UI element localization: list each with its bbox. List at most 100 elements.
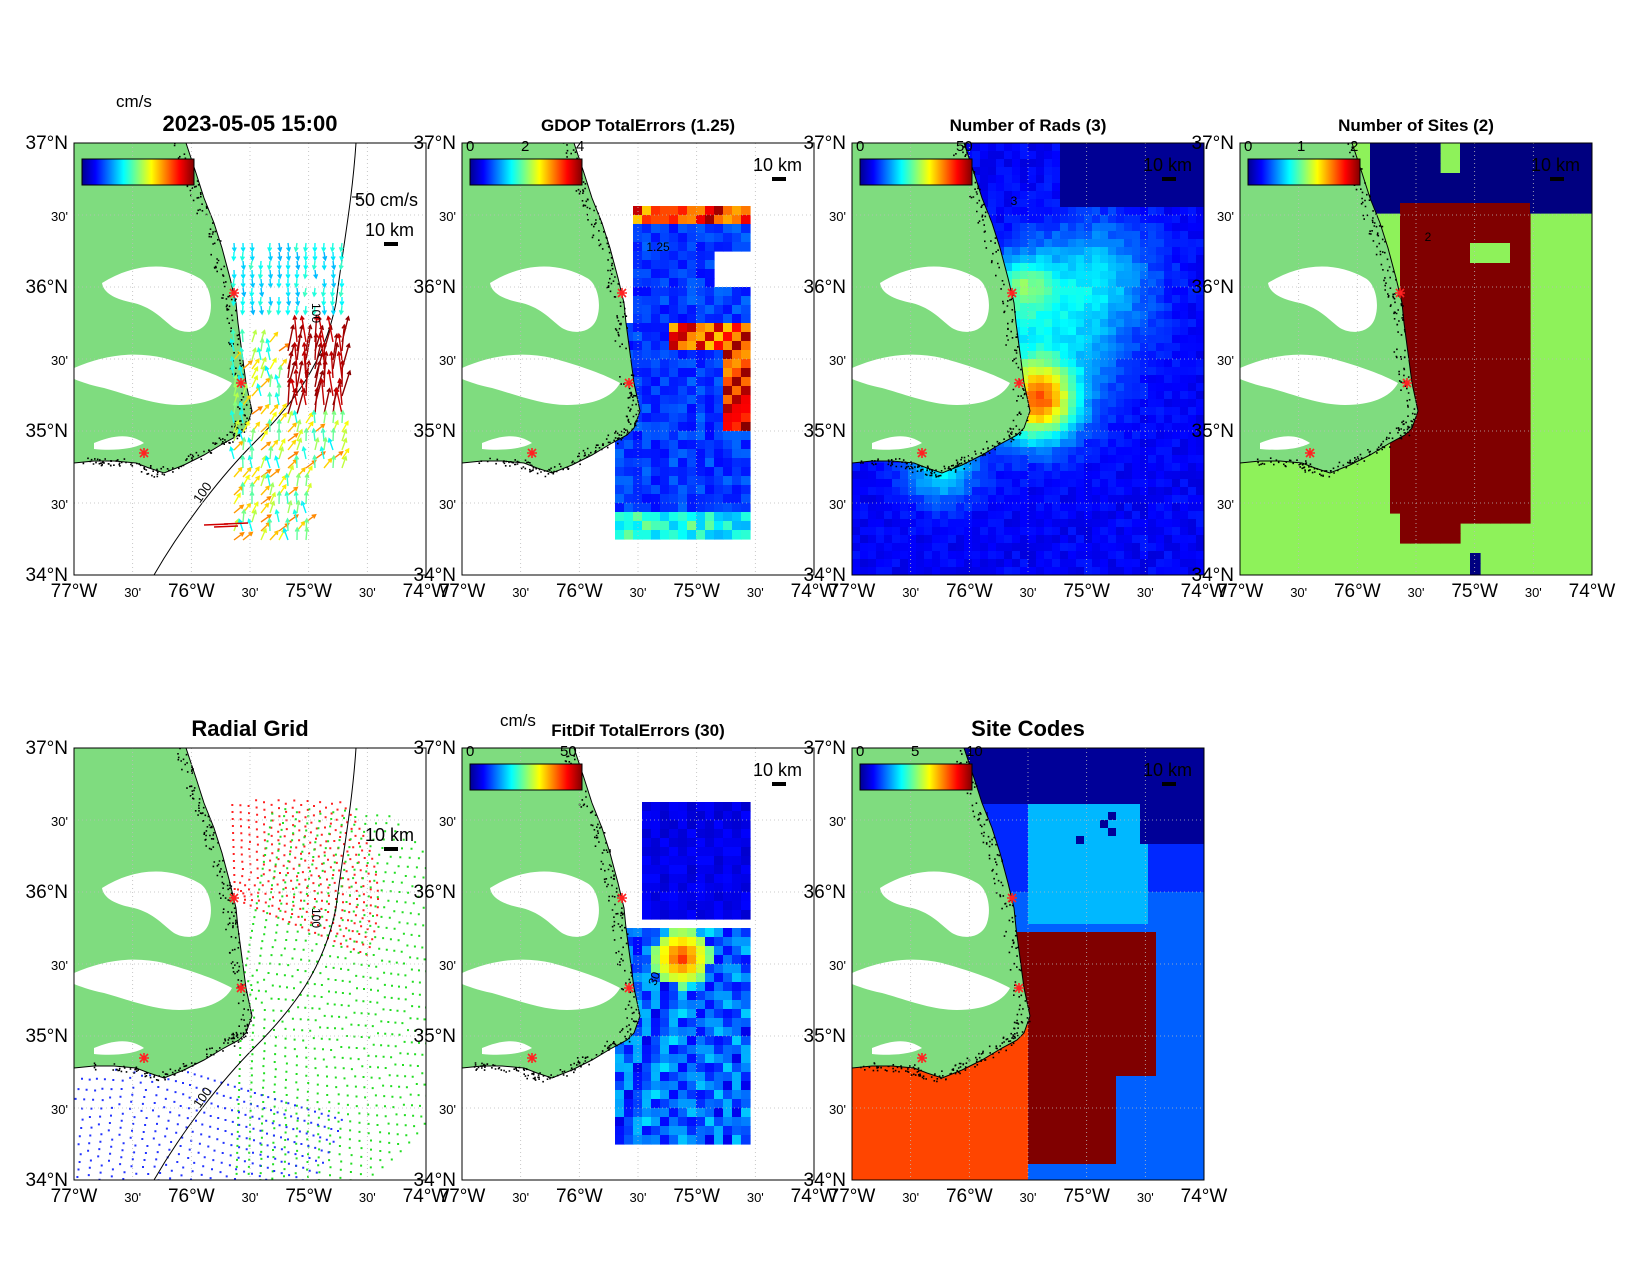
lon-tick-label: 30' <box>1020 1190 1037 1205</box>
isobath-100 <box>153 748 357 1180</box>
site-marker-3 <box>1305 448 1315 458</box>
lon-tick-label: 30' <box>242 585 259 600</box>
panel-fitdif: 77°W 30' 76°W 30' 75°W 30' 74°W 37°N 30' 36°N 30' 3… <box>414 711 838 1207</box>
lat-tick-label: 30' <box>829 958 846 973</box>
lat-tick-label: 34°N <box>26 565 68 586</box>
colorbar-tick: 50 <box>560 743 577 760</box>
map-area <box>462 143 751 540</box>
colorbar-tick: 2 <box>1350 138 1358 155</box>
lon-tick-label: 76°W <box>556 1186 603 1207</box>
site-marker-3 <box>527 448 537 458</box>
lat-tick-label: 36°N <box>804 882 846 903</box>
colorbar-gradient <box>859 763 973 791</box>
site-marker-3 <box>527 1053 537 1063</box>
isobath-100 <box>153 143 357 575</box>
contour-label: 3 <box>1011 194 1018 208</box>
lon-tick-label: 30' <box>1137 1190 1154 1205</box>
map-frame <box>461 747 815 1181</box>
lat-tick-label: 30' <box>51 1102 68 1117</box>
colorbar-gradient <box>81 158 195 186</box>
map-frame <box>851 142 1205 576</box>
site-marker-3 <box>917 1053 927 1063</box>
colorbar: 0 5 10 <box>856 743 983 791</box>
lon-tick-label: 30' <box>630 1190 647 1205</box>
map-area <box>852 748 1204 1180</box>
scale-bar-label: 10 km <box>1143 155 1192 175</box>
lat-tick-label: 34°N <box>414 565 456 586</box>
lon-tick-label: 77°W <box>439 1186 486 1207</box>
panel-currents: 77°W 30' 76°W 30' 75°W 30' 74°W 37°N 30' 36°N 30' 3… <box>26 92 450 602</box>
lat-tick-label: 34°N <box>26 1170 68 1191</box>
lon-tick-label: 76°W <box>168 1186 215 1207</box>
map-area <box>1240 143 1592 575</box>
scale-bar-line <box>1550 177 1564 181</box>
contour-label: 30 <box>645 970 663 988</box>
lat-tick-label: 34°N <box>804 1170 846 1191</box>
site-marker-1 <box>229 893 239 903</box>
map-frame <box>1239 142 1593 576</box>
lon-tick-label: 74°W <box>403 581 450 602</box>
lon-tick-label: 75°W <box>673 1186 720 1207</box>
lon-tick-label: 76°W <box>168 581 215 602</box>
scale-bar-label: 10 km <box>753 760 802 780</box>
colorbar: 0 50 <box>856 138 973 186</box>
scale-bar-line <box>1162 177 1176 181</box>
panel-sites: 77°W 30' 76°W 30' 75°W 30' 74°W 37°N 30' 36°N 30' 3… <box>1192 116 1616 602</box>
lon-tick-label: 76°W <box>1334 581 1381 602</box>
colorbar-gradient <box>469 763 583 791</box>
site-marker-2 <box>1014 983 1024 993</box>
contour-label: 100 <box>190 479 215 505</box>
panel-title: Site Codes <box>971 716 1085 741</box>
lat-tick-label: 37°N <box>26 738 68 759</box>
lon-tick-label: 30' <box>630 585 647 600</box>
lat-tick-label: 36°N <box>26 277 68 298</box>
colorbar: cm/s <box>81 92 195 186</box>
lat-tick-label: 37°N <box>414 738 456 759</box>
colorbar: 0 2 4 <box>466 138 584 186</box>
site-marker-2 <box>1402 378 1412 388</box>
lat-tick-label: 37°N <box>804 738 846 759</box>
panel-rads: 77°W 30' 76°W 30' 75°W 30' 74°W 37°N 30' 36°N 30' 3… <box>804 116 1228 602</box>
colorbar-tick: 2 <box>521 138 529 155</box>
lat-tick-label: 35°N <box>26 1026 68 1047</box>
lat-tick-label: 30' <box>51 814 68 829</box>
scale-bar: 10 km <box>365 825 414 851</box>
lon-tick-label: 74°W <box>791 581 838 602</box>
panel-title: GDOP TotalErrors (1.25) <box>541 116 735 135</box>
scale-bar: 10 km <box>1143 155 1192 181</box>
lon-tick-label: 74°W <box>1569 581 1616 602</box>
lon-tick-label: 30' <box>902 585 919 600</box>
panel-title: FitDif TotalErrors (30) <box>551 721 724 740</box>
lon-tick-label: 77°W <box>439 581 486 602</box>
scale-bar-label: 10 km <box>365 825 414 845</box>
map-area <box>852 143 1204 575</box>
lon-tick-label: 30' <box>512 585 529 600</box>
contour-label: 100 <box>309 908 323 928</box>
lat-tick-label: 36°N <box>414 277 456 298</box>
colorbar-gradient <box>469 158 583 186</box>
panel-radial-grid: 77°W 30' 76°W 30' 75°W 30' 74°W 37°N 30' 36°N 30' 3… <box>26 716 450 1207</box>
lat-tick-label: 30' <box>829 1102 846 1117</box>
graticule <box>74 143 426 575</box>
contour-label: 100 <box>309 303 323 323</box>
lat-tick-label: 30' <box>439 497 456 512</box>
lat-tick-label: 37°N <box>414 133 456 154</box>
panel-gdop: 77°W 30' 76°W 30' 75°W 30' 74°W 37°N 30' 36°N 30' 3… <box>414 116 838 602</box>
graticule <box>74 748 426 1180</box>
lat-tick-label: 35°N <box>414 421 456 442</box>
lon-tick-label: 74°W <box>1181 1186 1228 1207</box>
map-frame <box>73 142 427 576</box>
scale-bar-label: 10 km <box>753 155 802 175</box>
lon-tick-label: 30' <box>359 585 376 600</box>
lat-tick-label: 35°N <box>804 421 846 442</box>
lat-tick-label: 35°N <box>26 421 68 442</box>
site-marker-3 <box>139 448 149 458</box>
colorbar: 0 50 cm/s <box>466 711 583 791</box>
contour-label: 100 <box>190 1084 215 1110</box>
lon-tick-label: 75°W <box>1451 581 1498 602</box>
lat-tick-label: 35°N <box>1192 421 1234 442</box>
scale-bar-label: 10 km <box>365 220 414 240</box>
lat-tick-label: 30' <box>1217 353 1234 368</box>
site-marker-1 <box>1395 288 1405 298</box>
lon-tick-label: 75°W <box>673 581 720 602</box>
